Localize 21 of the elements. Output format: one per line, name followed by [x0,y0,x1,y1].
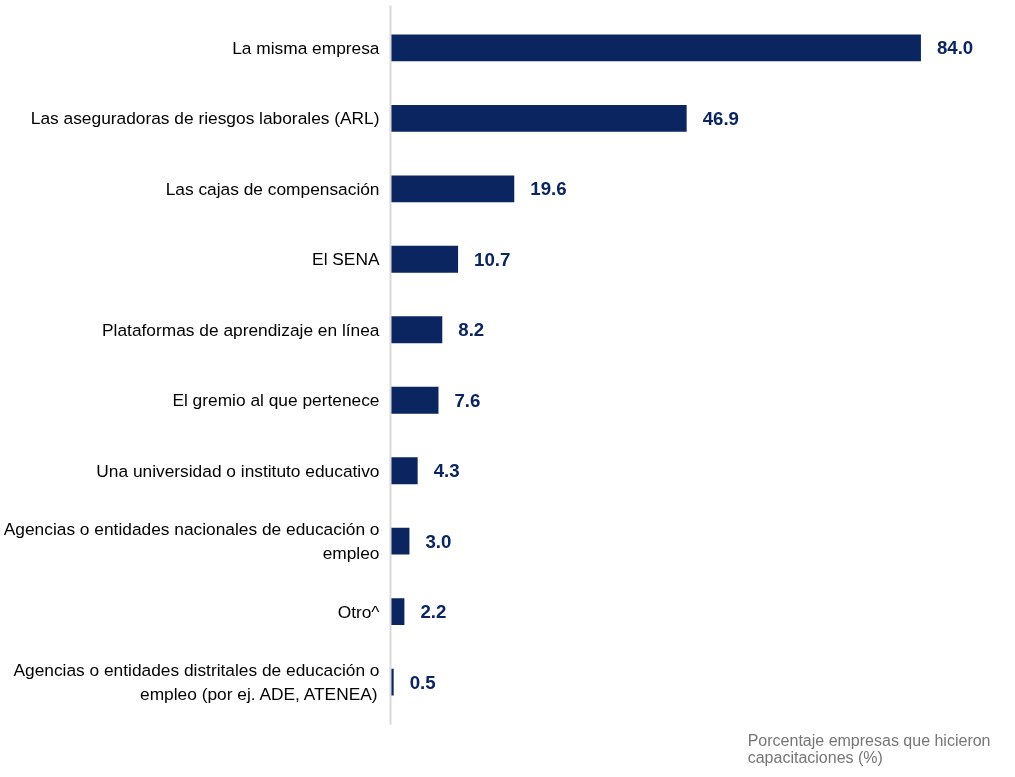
y-tick-label: Agencias o entidades distritales de educación o empleo (por ej. ADE, ATENEA) [13,660,380,705]
y-tick-label: Agencias o entidades nacionales de educación o empleo [3,519,380,564]
y-tick-label: Otro^ [337,601,381,622]
y-tick-label: Las aseguradoras de riesgos laborales (ARL) [30,108,380,129]
data-label: 7.6 [454,389,481,411]
y-tick-label: Plataformas de aprendizaje en línea [102,319,380,340]
data-label: 10.7 [474,248,511,270]
y-tick-label: El SENA [312,249,380,270]
data-label: 4.3 [433,460,460,482]
data-label: 3.0 [425,530,452,552]
data-label: 8.2 [458,319,485,341]
y-tick-label: La misma empresa [232,37,380,58]
x-axis-title: Porcentaje empresas que hicieron capacitaciones (%) [747,731,991,766]
data-label: 84.0 [936,37,974,59]
data-label: 0.5 [409,671,436,693]
data-label: 46.9 [702,107,739,129]
y-tick-label: El gremio al que pertenece [172,390,380,411]
data-label: 19.6 [530,178,567,200]
data-label: 2.2 [420,601,447,623]
y-tick-label: Una universidad o instituto educativo [96,460,380,481]
y-tick-label: Las cajas de compensación [165,178,380,199]
